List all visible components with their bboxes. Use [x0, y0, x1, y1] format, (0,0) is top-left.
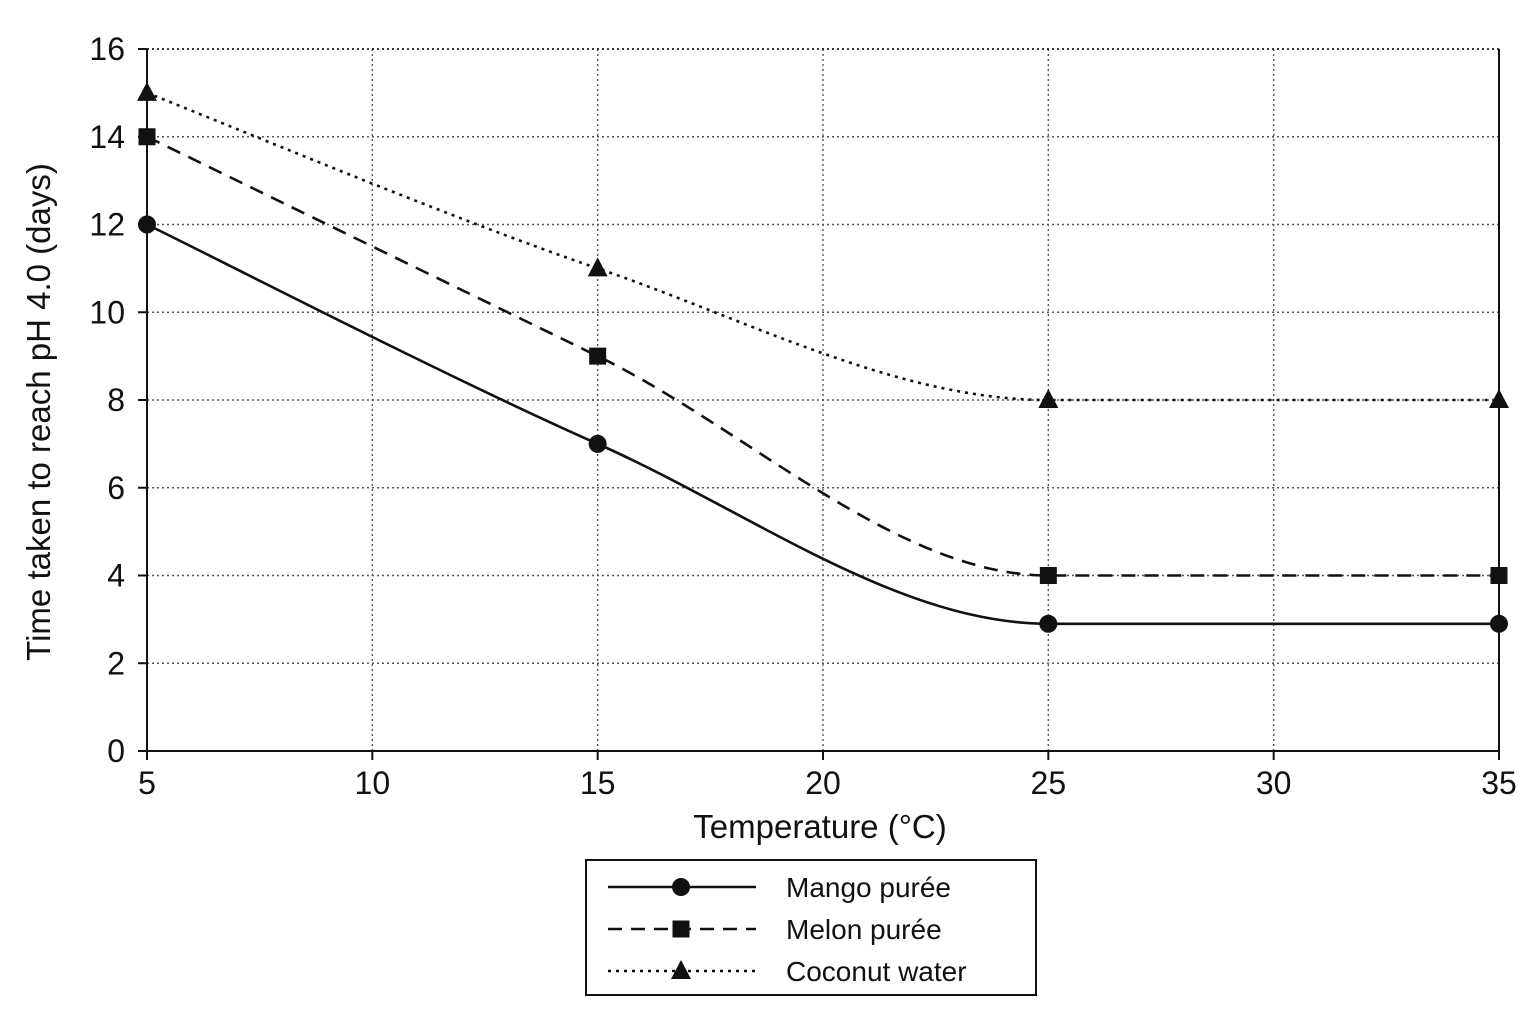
y-tick-label: 12 — [89, 207, 125, 243]
data-point-circle — [138, 215, 156, 234]
data-point-circle — [1490, 614, 1508, 633]
data-point-square — [1490, 567, 1508, 584]
y-tick-label: 0 — [107, 733, 125, 769]
legend-marker-square — [672, 920, 690, 938]
data-point-square — [1039, 567, 1057, 584]
data-point-triangle — [1489, 389, 1509, 408]
gridlines — [147, 48, 1500, 751]
legend-label: Melon purée — [786, 914, 942, 945]
legend-label: Mango purée — [786, 872, 951, 903]
y-tick-label: 4 — [107, 558, 125, 594]
x-tick-label: 35 — [1481, 765, 1517, 801]
series-line-1 — [146, 135, 1499, 577]
x-tick-label: 5 — [138, 765, 156, 801]
x-tick-label: 30 — [1256, 765, 1292, 801]
legend: Mango purée Melon purée Coconut water — [585, 859, 1037, 996]
x-tick-label: 25 — [1031, 765, 1067, 801]
legend-box — [585, 859, 1037, 996]
x-tick-label: 15 — [580, 765, 616, 801]
data-point-triangle — [1038, 389, 1059, 408]
legend-marker-triangle — [671, 960, 691, 979]
y-tick-label: 6 — [107, 470, 125, 506]
axes — [138, 48, 1500, 760]
x-tick-label: 10 — [355, 765, 391, 801]
data-point-circle — [588, 434, 607, 453]
x-tick-label: 20 — [805, 765, 841, 801]
y-tick-label: 16 — [89, 31, 125, 67]
data-point-square — [589, 347, 607, 365]
tick-labels: 5 10 15 20 25 30 35 0 2 4 6 8 10 12 14 16 — [89, 31, 1516, 801]
series-markers — [137, 81, 1509, 633]
data-point-triangle — [587, 257, 608, 277]
data-point-circle — [1039, 614, 1058, 633]
data-point-square — [138, 128, 156, 146]
y-tick-label: 2 — [107, 645, 125, 681]
legend-items: Mango purée Melon purée Coconut water — [608, 872, 967, 987]
legend-label: Coconut water — [786, 956, 967, 987]
y-tick-label: 8 — [107, 382, 125, 418]
data-point-triangle — [137, 81, 157, 101]
y-tick-label: 14 — [89, 119, 125, 155]
x-axis-title: Temperature (°C) — [693, 808, 946, 845]
legend-marker-circle — [672, 878, 690, 896]
y-tick-label: 10 — [89, 294, 125, 330]
series-line-2 — [146, 91, 1499, 402]
y-axis-title: Time taken to reach pH 4.0 (days) — [20, 163, 57, 661]
